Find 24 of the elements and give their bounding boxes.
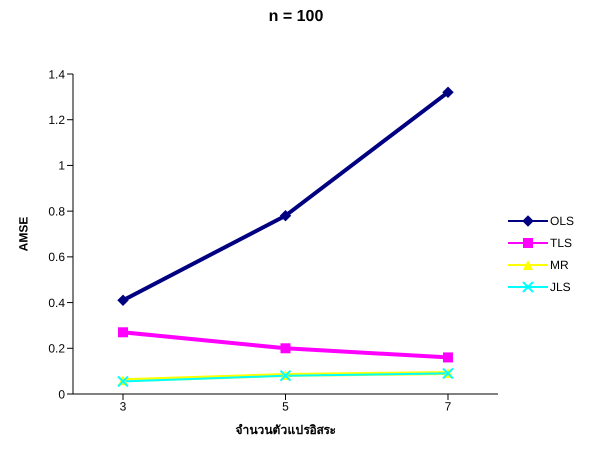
legend-label: TLS <box>550 236 572 250</box>
y-tick-label: 1.2 <box>48 112 66 127</box>
point <box>118 294 128 306</box>
y-tick-label: 0.6 <box>48 250 66 264</box>
x-tick-label: 3 <box>120 400 127 414</box>
x-axis-title: จำนวนตัวแปรอิสระ <box>235 423 336 437</box>
legend-label: MR <box>550 258 569 272</box>
y-tick-label: 1 <box>58 158 66 173</box>
point <box>442 352 453 362</box>
point <box>442 86 454 98</box>
y-tick-label: 1.4 <box>48 67 66 82</box>
chart-title: n = 100 <box>268 8 324 27</box>
y-axis-title: AMSE <box>16 216 30 252</box>
x-tick-label: 5 <box>282 400 290 414</box>
point <box>118 327 128 338</box>
legend-label: JLS <box>550 280 571 294</box>
x-tick-label: 7 <box>444 400 452 414</box>
point <box>280 343 290 354</box>
y-tick-label: 0.8 <box>48 204 66 218</box>
y-tick-label: 0.4 <box>48 296 66 310</box>
legend-label: OLS <box>550 214 574 228</box>
point <box>280 210 291 222</box>
y-tick-label: 0.2 <box>48 342 66 356</box>
y-tick-label: 0 <box>58 387 66 402</box>
